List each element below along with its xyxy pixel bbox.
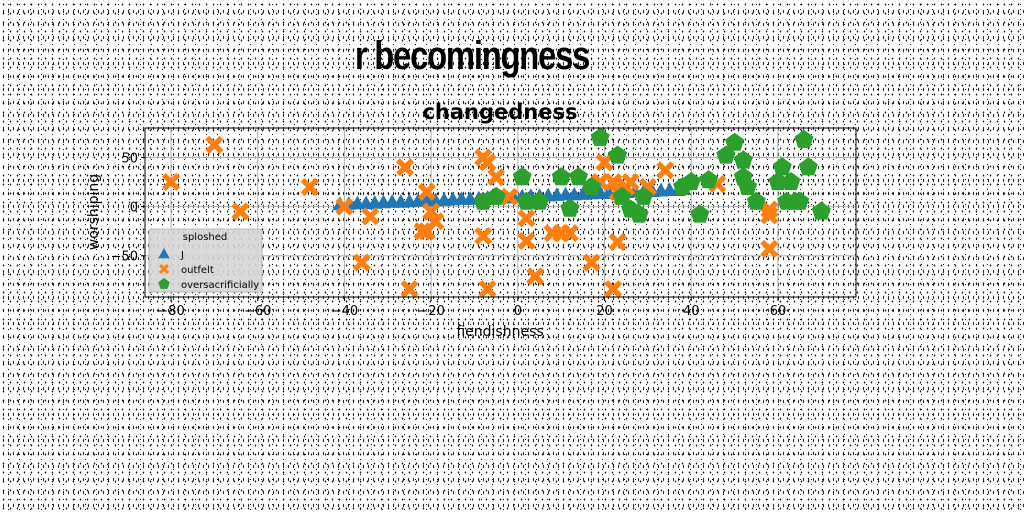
outfelt-point (621, 173, 640, 191)
outfelt-point (560, 224, 579, 243)
x-tick-label: −20 (417, 304, 444, 319)
y-tick-label: 50 (121, 151, 138, 166)
oversacrificially-point (790, 191, 810, 210)
oversacrificially-point (733, 150, 753, 169)
outfelt-point (162, 173, 180, 191)
oversacrificially-point (569, 167, 588, 186)
outfelt-point (500, 187, 519, 206)
outfelt-point (426, 212, 445, 231)
outfelt-point (608, 233, 627, 251)
outfelt-point (205, 135, 224, 154)
outfelt-point (478, 153, 497, 172)
oversacrificially-point (772, 157, 792, 176)
legend-label: J (180, 250, 184, 261)
oversacrificially-point (612, 186, 632, 205)
legend-box (148, 228, 263, 293)
outfelt-point (760, 206, 779, 225)
plot-area-frame (144, 127, 857, 298)
oversacrificially-point (486, 186, 506, 205)
chart-title: changedness (422, 100, 577, 124)
x-tick-label: −80 (157, 304, 184, 319)
oversacrificially-point (517, 191, 536, 210)
oversacrificially-point (590, 127, 610, 146)
outfelt-point (231, 202, 250, 221)
legend-marker-J (158, 248, 170, 259)
x-tick-label: 60 (770, 304, 787, 319)
outfelt-point (582, 253, 601, 272)
x-tick-label: 20 (596, 304, 613, 319)
outfelt-point (474, 227, 493, 246)
data-marks (162, 127, 831, 299)
outfelt-point (595, 153, 614, 172)
oversacrificially-point (738, 177, 758, 195)
outfelt-point (517, 232, 536, 250)
oversacrificially-point (690, 204, 710, 223)
x-tick-label: 40 (683, 304, 700, 319)
oversacrificially-point (512, 167, 532, 186)
outfelt-point (526, 267, 545, 286)
outfelt-point (352, 253, 371, 272)
oversacrificially-point (699, 170, 719, 189)
outfelt-point (335, 197, 354, 216)
legend-label: outfelt (181, 265, 214, 276)
outfelt-point (300, 178, 319, 196)
oversacrificially-point (582, 177, 602, 195)
x-tick-label: −40 (331, 304, 358, 319)
outfelt-point (417, 182, 436, 201)
oversacrificially-point (681, 172, 701, 191)
oversacrificially-point (781, 172, 801, 191)
outfelt-point (656, 161, 675, 180)
outfelt-point (760, 239, 779, 258)
oversacrificially-point (629, 204, 649, 223)
oversacrificially-point (794, 129, 814, 148)
oversacrificially-point (560, 198, 580, 217)
legend-title: sploshed (183, 232, 228, 243)
oversacrificially-point (530, 191, 549, 210)
outfelt-point (361, 207, 380, 226)
x-axis-label: fiendishness (456, 324, 543, 340)
axis-ticks: −80 −60 −40 −20 0 20 40 60 −50 0 50 (111, 151, 787, 319)
outfelt-point (487, 168, 506, 187)
oversacrificially-point (608, 145, 628, 164)
figure-suptitle: r becomingness (354, 34, 591, 78)
legend-label: oversacrificially (181, 280, 259, 291)
oversacrificially-point (725, 132, 745, 151)
y-tick-label: −50 (111, 250, 138, 265)
outfelt-point (400, 280, 419, 299)
oversacrificially-point (798, 157, 818, 176)
x-tick-label: 0 (514, 304, 522, 319)
legend-marker-oversacrificially (158, 278, 170, 289)
oversacrificially-point (746, 191, 766, 210)
x-tick-label: −60 (244, 304, 271, 319)
y-tick-label: 0 (130, 201, 138, 216)
oversacrificially-point (634, 186, 654, 205)
oversacrificially-point (768, 172, 788, 191)
outfelt-point (396, 158, 415, 177)
legend-marker-outfelt (159, 264, 169, 274)
outfelt-point (517, 209, 536, 228)
outfelt-point (478, 280, 497, 299)
oversacrificially-point (811, 201, 831, 220)
y-axis-label: worshiping (86, 174, 102, 250)
oversacrificially-point (551, 167, 571, 186)
outfelt-point (604, 280, 623, 299)
